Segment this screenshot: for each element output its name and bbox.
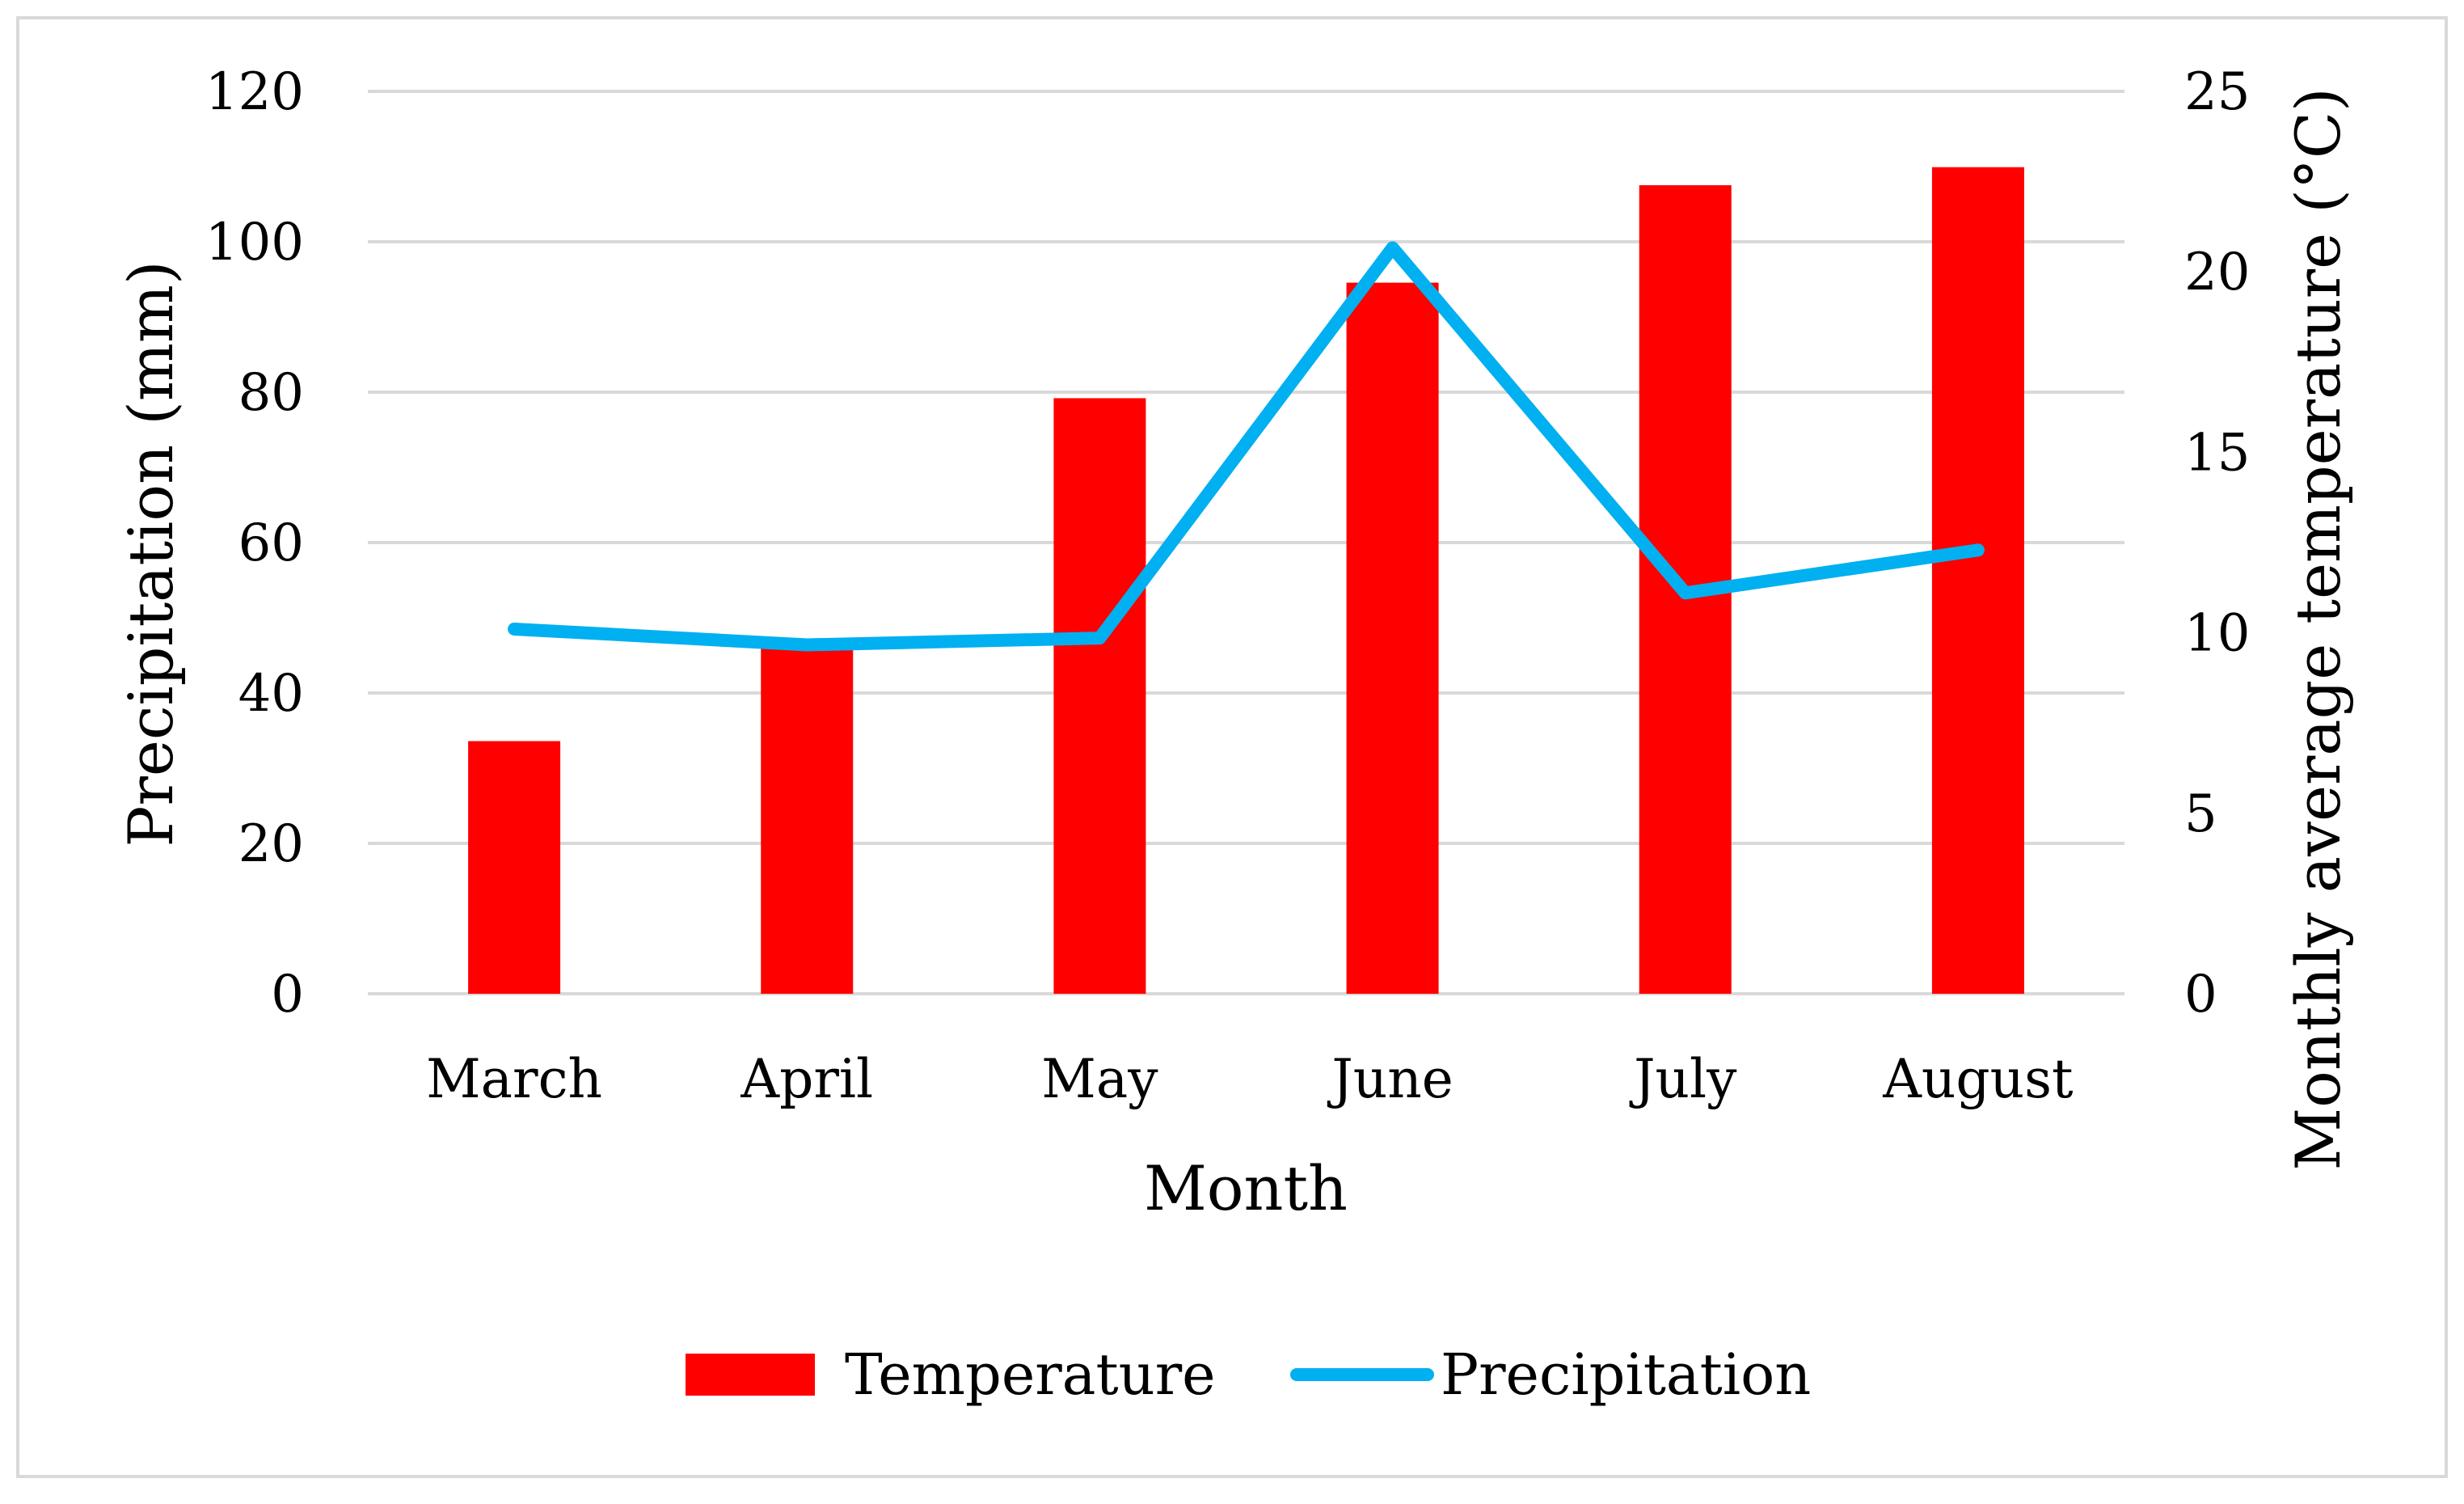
x-tick-label: April [740, 1048, 873, 1110]
legend-precipitation-label: Precipitation [1441, 1341, 1811, 1408]
y-axis-title: Precipitation (mm) [115, 260, 187, 847]
y2-tick-label: 10 [2184, 604, 2250, 664]
y2-tick-label: 5 [2184, 784, 2217, 844]
y-tick-label: 20 [238, 814, 304, 874]
y-tick-label: 40 [238, 664, 304, 724]
legend-temperature-label: Temperature [845, 1341, 1216, 1408]
right-axis: 0 5 10 15 20 25 [2184, 62, 2250, 1024]
y2-tick-label: 0 [2184, 965, 2217, 1024]
precipitation-point [1391, 247, 1394, 249]
y-tick-label: 100 [205, 213, 304, 272]
precipitation-line [508, 241, 1985, 652]
x-tick-label: July [1629, 1048, 1737, 1110]
x-axis: March April May June July August [426, 1048, 2073, 1110]
y2-tick-label: 15 [2184, 423, 2250, 483]
y2-tick-label: 20 [2184, 243, 2250, 302]
bar-series [468, 167, 2024, 995]
gridlines [368, 90, 2124, 995]
precipitation-point [513, 627, 516, 630]
x-tick-label: March [426, 1048, 602, 1110]
y2-tick-label: 25 [2184, 62, 2250, 122]
legend-temperature-swatch [686, 1354, 815, 1396]
precipitation-point [1977, 549, 1979, 551]
temperature-bar [1346, 282, 1439, 994]
x-tick-label: May [1041, 1048, 1158, 1110]
x-tick-label: August [1882, 1048, 2073, 1110]
precipitation-point [1684, 592, 1686, 594]
y-tick-label: 120 [205, 62, 304, 122]
precipitation-point [1099, 637, 1101, 640]
x-axis-title: Month [1144, 1152, 1348, 1224]
temperature-bar [468, 741, 561, 994]
temperature-bar [1931, 167, 2024, 994]
y-tick-label: 60 [238, 513, 304, 573]
left-axis: 0 20 40 60 80 100 120 [205, 62, 304, 1024]
chart-frame [16, 16, 2448, 1478]
legend: Temperature Precipitation [686, 1341, 1811, 1408]
y2-axis-title: Monthly average temperature (°C) [2282, 87, 2354, 1170]
temperature-bar [761, 643, 854, 994]
y-tick-label: 0 [271, 965, 304, 1024]
precipitation-point [806, 644, 808, 646]
line-series [508, 241, 1985, 652]
y-tick-label: 80 [238, 363, 304, 423]
temperature-bar [1053, 398, 1146, 994]
x-tick-label: June [1327, 1048, 1454, 1110]
